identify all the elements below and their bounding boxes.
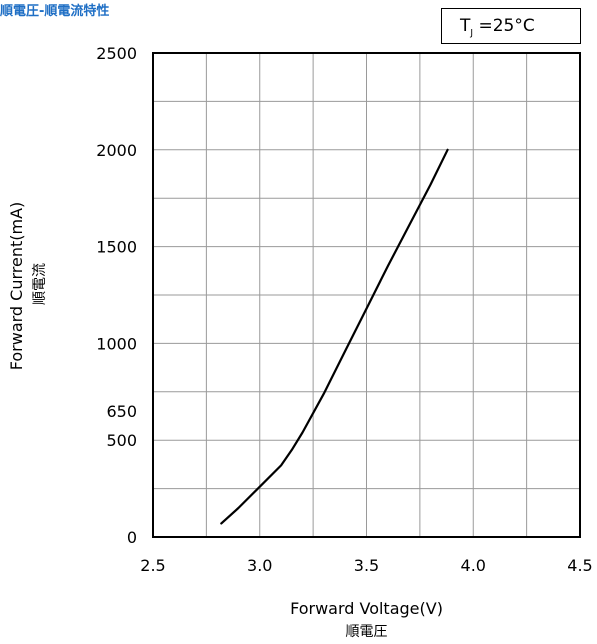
x-axis-sublabel: 順電圧 <box>346 624 388 640</box>
grid-lines <box>152 52 581 538</box>
y-axis-sublabel: 順電流 <box>32 263 48 305</box>
condition-subscript: J <box>470 28 474 39</box>
x-tick-label: 3.5 <box>354 556 379 575</box>
y-tick-labels: 0 500 650 1000 1500 2000 2500 <box>96 44 137 547</box>
y-tick-label: 1000 <box>96 334 137 353</box>
x-tick-labels: 2.5 3.0 3.5 4.0 4.5 <box>140 556 592 575</box>
x-tick-label: 4.5 <box>567 556 592 575</box>
y-tick-label: 2500 <box>96 44 137 63</box>
y-tick-label: 2000 <box>96 141 137 160</box>
y-tick-label: 650 <box>106 402 137 421</box>
condition-value: =25°C <box>478 16 535 36</box>
x-axis-label: Forward Voltage(V) <box>290 599 443 618</box>
y-tick-label: 1500 <box>96 238 137 257</box>
plot-frame <box>152 52 581 538</box>
chart-title: 順電圧-順電流特性 <box>0 4 110 19</box>
x-tick-label: 3.0 <box>247 556 272 575</box>
x-tick-label: 4.0 <box>461 556 486 575</box>
series-line <box>220 148 449 525</box>
condition-box: TJ =25°C <box>441 8 581 44</box>
y-axis-label: Forward Current(mA) <box>7 202 26 371</box>
y-tick-label: 0 <box>127 528 137 547</box>
y-tick-label: 500 <box>106 431 137 450</box>
x-tick-label: 2.5 <box>140 556 165 575</box>
condition-symbol: T <box>460 16 471 36</box>
series-group <box>220 148 449 525</box>
